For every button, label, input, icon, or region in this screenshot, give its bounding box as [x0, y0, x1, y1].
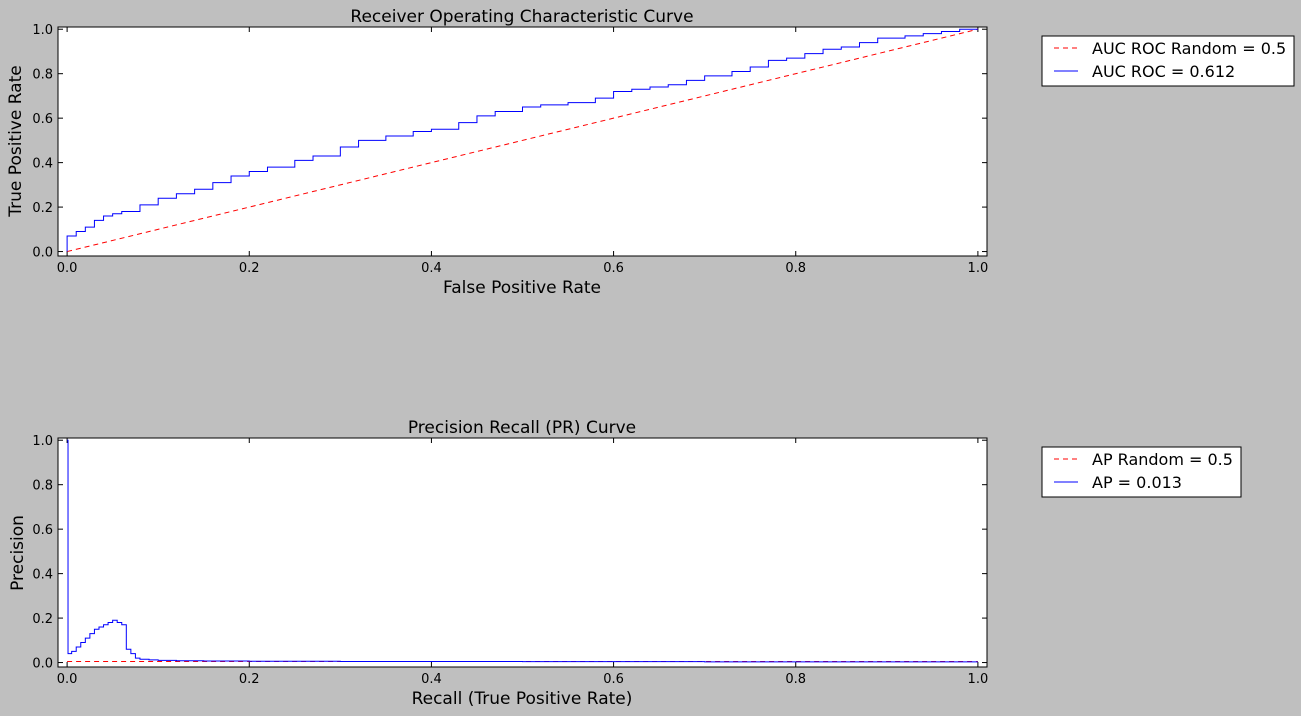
roc-xtick-label: 0.6 — [603, 261, 624, 276]
roc-xtick-label: 0.8 — [785, 261, 806, 276]
pr-ytick-label: 0.2 — [32, 612, 53, 627]
roc-xtick-label: 0.2 — [239, 261, 260, 276]
pr-legend-random-label: AP Random = 0.5 — [1092, 450, 1233, 469]
roc-legend-random-label: AUC ROC Random = 0.5 — [1092, 39, 1286, 58]
pr-xtick-label: 1.0 — [968, 672, 989, 687]
pr-ytick-label: 1.0 — [32, 434, 53, 449]
pr-ticks: 0.0 0.2 0.4 0.6 0.8 1.0 0.0 0.2 0.4 0.6 0.8 1.0 — [32, 434, 988, 687]
pr-xtick-label: 0.4 — [421, 672, 442, 687]
roc-ytick-label: 0.6 — [32, 112, 53, 127]
pr-legend-box — [1041, 446, 1242, 498]
roc-legend: AUC ROC Random = 0.5 AUC ROC = 0.612 — [1041, 35, 1295, 87]
roc-ytick-label: 0.0 — [32, 246, 53, 261]
pr-ytick-label: 0.8 — [32, 479, 53, 494]
pr-ytick-label: 0.4 — [32, 568, 53, 583]
roc-ytick-label: 0.8 — [32, 68, 53, 83]
pr-xtick-label: 0.0 — [57, 672, 78, 687]
pr-panel: Precision Recall (PR) Curve Recall (True… — [8, 418, 1242, 709]
pr-ytick-label: 0.6 — [32, 523, 53, 538]
roc-series-random-line — [66, 28, 979, 253]
pr-xtick-label: 0.8 — [785, 672, 806, 687]
roc-ytick-label: 0.4 — [32, 157, 53, 172]
roc-series-curve — [66, 28, 978, 252]
roc-ylabel: True Positive Rate — [6, 65, 26, 217]
pr-plot-area — [57, 437, 988, 668]
pr-xtick-label: 0.6 — [603, 672, 624, 687]
roc-ytick-label: 1.0 — [32, 23, 53, 38]
pr-ylabel: Precision — [8, 515, 28, 591]
pr-ytick-label: 0.0 — [32, 657, 53, 672]
roc-series — [66, 28, 979, 253]
roc-xlabel: False Positive Rate — [443, 278, 601, 298]
pr-xlabel: Recall (True Positive Rate) — [412, 689, 633, 709]
roc-panel: Receiver Operating Characteristic Curve … — [6, 7, 1295, 298]
roc-xtick-label: 0.4 — [421, 261, 442, 276]
roc-ytick-label: 0.2 — [32, 201, 53, 216]
pr-xtick-label: 0.2 — [239, 672, 260, 687]
roc-xtick-label: 1.0 — [968, 261, 989, 276]
roc-ticks: 0.0 0.2 0.4 0.6 0.8 1.0 0.0 0.2 0.4 0.6 0.8 1.0 — [32, 23, 988, 276]
roc-title: Receiver Operating Characteristic Curve — [350, 7, 693, 27]
roc-legend-box — [1041, 35, 1295, 87]
pr-series — [67, 439, 978, 663]
roc-legend-curve-label: AUC ROC = 0.612 — [1092, 62, 1235, 81]
pr-series-curve — [67, 439, 978, 663]
pr-title: Precision Recall (PR) Curve — [408, 418, 636, 438]
roc-xtick-label: 0.0 — [57, 261, 78, 276]
pr-legend: AP Random = 0.5 AP = 0.013 — [1041, 446, 1242, 498]
pr-legend-curve-label: AP = 0.013 — [1092, 473, 1182, 492]
